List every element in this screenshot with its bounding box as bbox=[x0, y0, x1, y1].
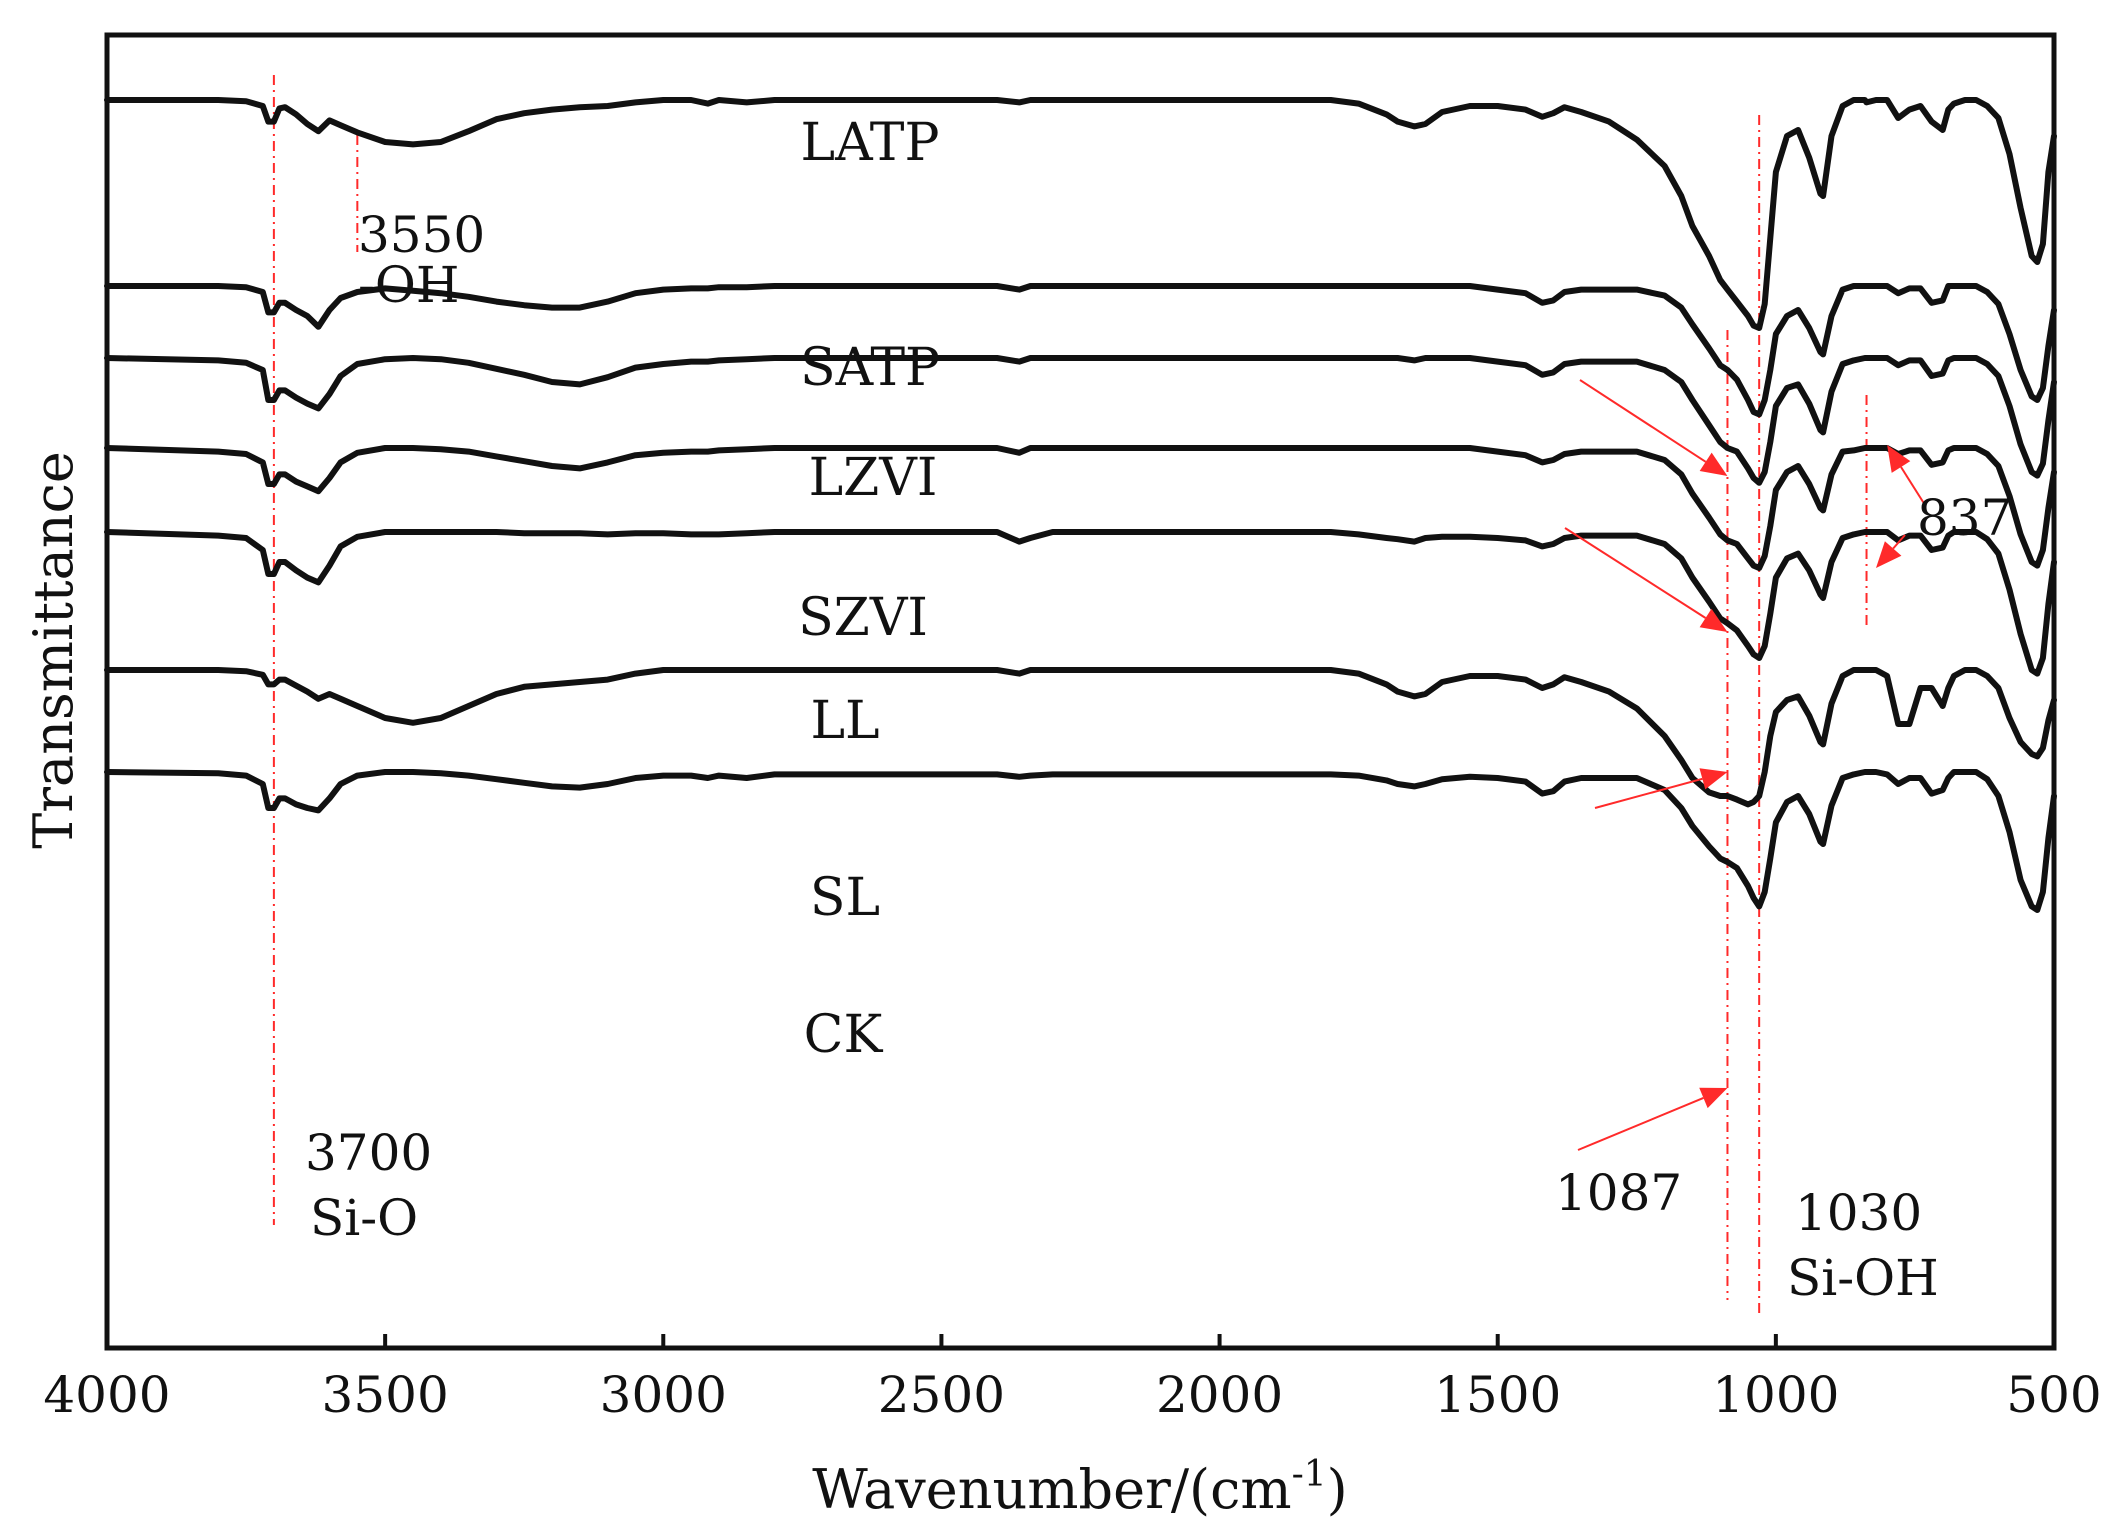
arrow-1087-lzvi bbox=[1579, 379, 1728, 476]
arrow-1087-ll-head bbox=[1699, 768, 1728, 790]
arrow-837-lzvi-head bbox=[1887, 445, 1911, 473]
arrow-1087-ck-shaft bbox=[1577, 1097, 1704, 1151]
series-label-lzvi: LZVI bbox=[809, 448, 938, 508]
arrow-1087-ck-head bbox=[1699, 1087, 1728, 1109]
series-line-lzvi bbox=[104, 355, 2057, 486]
series-label-ck: CK bbox=[804, 1005, 884, 1065]
x-axis-title-superscript: -1 bbox=[1292, 1454, 1327, 1495]
arrow-1087-lzvi-shaft bbox=[1579, 379, 1707, 463]
spectra-curves bbox=[104, 97, 2057, 913]
annotation-arrows bbox=[1564, 379, 1926, 1151]
series-line-ck bbox=[104, 769, 2057, 913]
arrow-1087-szvi-shaft bbox=[1564, 527, 1707, 619]
x-tick-label-3500: 3500 bbox=[322, 1366, 449, 1424]
x-tick-label-500: 500 bbox=[2006, 1366, 2101, 1424]
arrow-837-szvi-head bbox=[1875, 541, 1902, 568]
series-line-szvi bbox=[104, 445, 2057, 571]
series-line-sl bbox=[104, 667, 2057, 808]
x-axis-title: Wavenumber/(cm-1) bbox=[812, 1454, 1347, 1521]
annotation-si-oh: Si-OH bbox=[1787, 1249, 1939, 1307]
annotation-3700: 3700 bbox=[305, 1124, 432, 1182]
arrow-837-szvi bbox=[1875, 534, 1906, 568]
annotation-837: 837 bbox=[1917, 489, 2012, 547]
x-tick-label-4000: 4000 bbox=[43, 1366, 170, 1424]
series-label-sl: SL bbox=[810, 868, 880, 928]
x-tick-label-3000: 3000 bbox=[600, 1366, 727, 1424]
arrow-1087-szvi bbox=[1564, 527, 1728, 632]
series-label-satp: SATP bbox=[800, 338, 940, 398]
annotation-3550: 3550 bbox=[358, 206, 485, 264]
series-label-latp: LATP bbox=[801, 113, 940, 173]
series-line-satp bbox=[104, 283, 2057, 418]
x-tick-label-1000: 1000 bbox=[1712, 1366, 1839, 1424]
x-axis-title-close: ) bbox=[1327, 1458, 1348, 1521]
x-tick-label-1500: 1500 bbox=[1434, 1366, 1561, 1424]
annotation-1087: 1087 bbox=[1555, 1164, 1682, 1222]
arrow-837-lzvi bbox=[1887, 445, 1926, 506]
arrow-1087-szvi-head bbox=[1699, 608, 1728, 632]
annotation-1030: 1030 bbox=[1795, 1184, 1922, 1242]
x-tick-label-2500: 2500 bbox=[878, 1366, 1005, 1424]
annotation-oh: -OH bbox=[358, 256, 460, 314]
series-line-latp bbox=[104, 97, 2057, 331]
arrow-1087-ll-shaft bbox=[1594, 777, 1703, 809]
plot-frame bbox=[104, 32, 2057, 1351]
x-tick-label-2000: 2000 bbox=[1156, 1366, 1283, 1424]
arrow-837-lzvi-shaft bbox=[1900, 466, 1926, 506]
arrow-1087-ck bbox=[1577, 1087, 1728, 1151]
x-axis-ticks: 4000 3500 3000 2500 2000 1500 1000 500 bbox=[43, 1334, 2102, 1424]
arrow-1087-ll bbox=[1594, 768, 1728, 809]
y-axis-title: Transmittance bbox=[22, 451, 85, 849]
series-label-ll: LL bbox=[810, 691, 879, 751]
annotation-si-o: Si-O bbox=[310, 1189, 418, 1247]
series-label-szvi: SZVI bbox=[798, 588, 928, 648]
arrow-1087-lzvi-head bbox=[1699, 452, 1728, 476]
series-line-ll bbox=[104, 529, 2057, 677]
x-axis-title-main: Wavenumber/(cm bbox=[812, 1458, 1291, 1521]
arrow-837-szvi-shaft bbox=[1892, 534, 1906, 550]
